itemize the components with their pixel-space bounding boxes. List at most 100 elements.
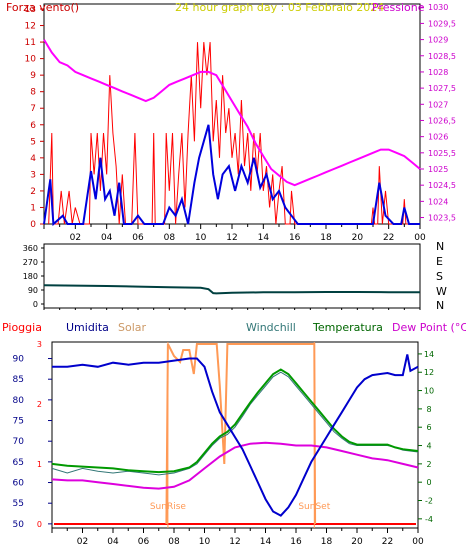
rain-y-tick-label: 0	[37, 520, 42, 529]
pressure-y-tick-label: 1029,5	[428, 19, 456, 28]
x-tick-label: 06	[132, 233, 144, 243]
direction-y-tick-label: 90	[28, 286, 38, 295]
rain-y-tick-label: 1	[37, 460, 42, 469]
compass-label: N	[436, 299, 444, 312]
x-tick-label: 18	[320, 233, 332, 243]
humidity-line	[52, 354, 419, 517]
humidity-y-tick-label: 85	[13, 375, 24, 385]
pioggia-label: Pioggia	[2, 321, 42, 334]
wind-y-tick-label: 9	[30, 71, 36, 81]
pressure-axis-label: Pressione	[372, 1, 425, 14]
temp-y-tick-label: 12	[424, 368, 434, 377]
rain-y-tick-label: 3	[37, 340, 42, 349]
x-tick-label: 04	[107, 537, 119, 547]
pressure-y-tick-label: 1027	[428, 100, 448, 109]
x-tick-label: 12	[226, 233, 237, 243]
x-tick-label: 04	[101, 233, 113, 243]
wind-y-tick-label: 8	[30, 88, 36, 98]
x-tick-label: 16	[289, 233, 301, 243]
wind-pressure-plot-area	[43, 3, 421, 225]
x-tick-label: 20	[351, 537, 363, 547]
dewpoint-line	[51, 441, 419, 490]
wind-y-tick-label: 13	[25, 5, 36, 15]
wind-y-tick-label: 2	[30, 187, 36, 197]
temp-y-tick-label: 10	[424, 387, 434, 396]
wind-y-tick-label: 10	[25, 55, 37, 65]
x-tick-label: 22	[383, 233, 394, 243]
direction-y-tick-label: 0	[33, 300, 38, 309]
wind-gust-line	[48, 42, 420, 225]
humidity-y-tick-label: 65	[13, 458, 24, 468]
temp-y-tick-label: 8	[426, 405, 431, 414]
humidity-y-tick-label: 80	[13, 396, 25, 406]
compass-label: N	[436, 240, 444, 253]
solar-label: Solar	[118, 321, 147, 334]
wind-y-tick-label: 7	[30, 104, 36, 114]
pressure-y-tick-label: 1028,5	[428, 52, 456, 61]
temp-y-tick-label: 6	[426, 423, 431, 432]
pressure-line	[43, 39, 421, 187]
temperatura-label: Temperatura	[312, 321, 383, 334]
temp-y-tick-label: 0	[426, 478, 431, 487]
solar-line	[165, 343, 317, 525]
compass-label: E	[436, 255, 443, 268]
x-tick-label: 12	[229, 537, 240, 547]
direction-y-tick-label: 180	[23, 272, 38, 281]
x-tick-label: 02	[70, 233, 81, 243]
humidity-y-tick-label: 60	[13, 479, 25, 489]
windchill-label: Windchill	[246, 321, 296, 334]
temp-y-tick-label: 4	[426, 442, 431, 451]
humidity-y-tick-label: 50	[13, 520, 25, 530]
humidity-y-tick-label: 70	[13, 437, 25, 447]
x-tick-label: 22	[382, 537, 393, 547]
x-tick-label: 08	[168, 537, 180, 547]
humidity-y-tick-label: 55	[13, 499, 24, 509]
pressure-y-tick-label: 1025	[428, 165, 448, 174]
pressure-y-tick-label: 1024	[428, 197, 448, 206]
windchill-line	[51, 371, 419, 476]
wind-direction-plot-area	[43, 243, 421, 309]
pressure-y-tick-label: 1029	[428, 36, 448, 45]
humidity-y-tick-label: 90	[13, 355, 25, 365]
umidita-label: Umidita	[66, 321, 109, 334]
x-tick-label: 10	[195, 233, 207, 243]
wind-y-tick-label: 12	[25, 22, 36, 32]
wind-direction-line	[43, 284, 420, 295]
x-tick-label: 14	[260, 537, 272, 547]
x-tick-label: 06	[138, 537, 150, 547]
temp-y-tick-label: -2	[425, 497, 433, 506]
direction-y-tick-label: 270	[23, 258, 38, 267]
x-tick-label: 20	[352, 233, 364, 243]
direction-y-tick-label: 360	[23, 244, 38, 253]
x-tick-label: 00	[414, 233, 426, 243]
x-tick-label: 02	[77, 537, 88, 547]
dewpoint-label: Dew Point (°C)	[392, 321, 466, 334]
sunrise-label: SunRise	[150, 502, 187, 512]
compass-label: W	[436, 285, 447, 298]
x-tick-label: 14	[258, 233, 270, 243]
pressure-y-tick-label: 1023,5	[428, 214, 456, 223]
temp-y-tick-label: -4	[425, 515, 433, 524]
pressure-y-tick-label: 1025,5	[428, 149, 456, 158]
wind-y-tick-label: 1	[30, 203, 36, 213]
wind-y-tick-label: 5	[30, 137, 36, 147]
wind-y-tick-label: 6	[30, 121, 36, 131]
wind-axis-label: Forza vento()	[6, 1, 79, 14]
wind-y-tick-label: 4	[30, 154, 36, 164]
x-tick-label: 18	[321, 537, 333, 547]
rain-y-tick-label: 2	[37, 400, 42, 409]
compass-label: S	[436, 270, 443, 283]
x-tick-label: 16	[290, 537, 302, 547]
humidity-y-tick-label: 75	[13, 417, 24, 427]
wind-y-tick-label: 3	[30, 170, 36, 180]
pressure-y-tick-label: 1030	[428, 3, 448, 12]
pressure-y-tick-label: 1028	[428, 68, 448, 77]
wind-y-tick-label: 0	[30, 220, 36, 230]
x-tick-label: 08	[164, 233, 176, 243]
pressure-y-tick-label: 1026	[428, 133, 448, 142]
temperature-line	[51, 368, 419, 474]
pressure-y-tick-label: 1027,5	[428, 84, 456, 93]
chart-title: 24 hour graph day : 03 Febbraio 2024	[175, 1, 384, 14]
